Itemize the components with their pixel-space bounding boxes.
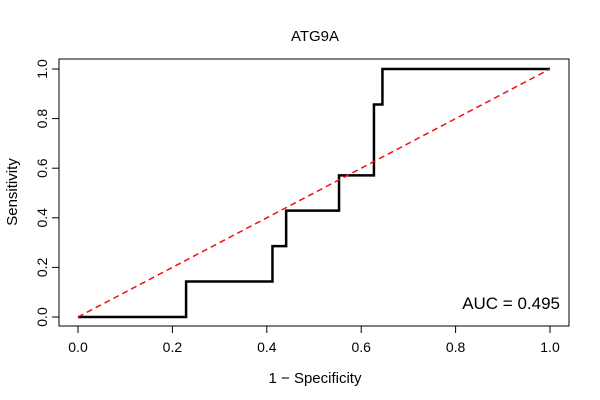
x-axis-label: 1 − Specificity [269, 370, 362, 387]
y-tick-label: 0.8 [34, 109, 50, 129]
x-tick-label: 0.6 [351, 339, 371, 355]
chart-title: ATG9A [291, 28, 339, 45]
reference-diagonal-line [77, 68, 551, 318]
y-tick-label: 0.4 [34, 208, 50, 228]
x-tick-label: 0.4 [257, 339, 277, 355]
y-tick-label: 0.2 [34, 257, 50, 277]
x-tick-label: 0.2 [163, 339, 183, 355]
series-layer [77, 67, 551, 319]
auc-annotation: AUC = 0.495 [462, 294, 560, 313]
y-tick-label: 1.0 [34, 59, 50, 79]
x-tick-label: 0.0 [68, 339, 88, 355]
y-axis: 0.0 0.2 0.4 0.6 0.8 1.0 [34, 59, 60, 327]
x-tick-label: 1.0 [540, 339, 560, 355]
x-tick-label: 0.8 [446, 339, 466, 355]
y-axis-label: Sensitivity [4, 158, 21, 226]
y-tick-label: 0.6 [34, 158, 50, 178]
roc-curve-line [78, 67, 550, 319]
x-axis: 0.0 0.2 0.4 0.6 0.8 1.0 [68, 325, 560, 355]
y-tick-label: 0.0 [34, 307, 50, 327]
